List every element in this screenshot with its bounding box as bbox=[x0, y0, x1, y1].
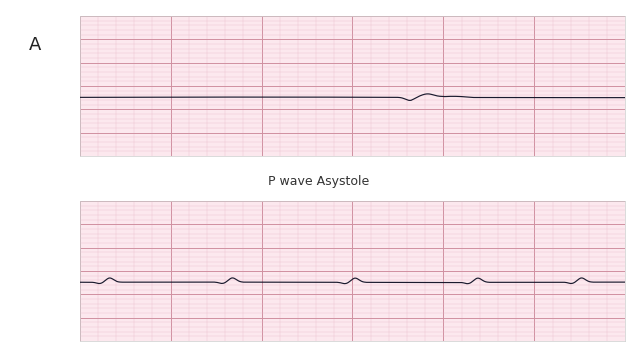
Text: A: A bbox=[29, 36, 41, 54]
Text: P wave Asystole: P wave Asystole bbox=[268, 175, 369, 188]
